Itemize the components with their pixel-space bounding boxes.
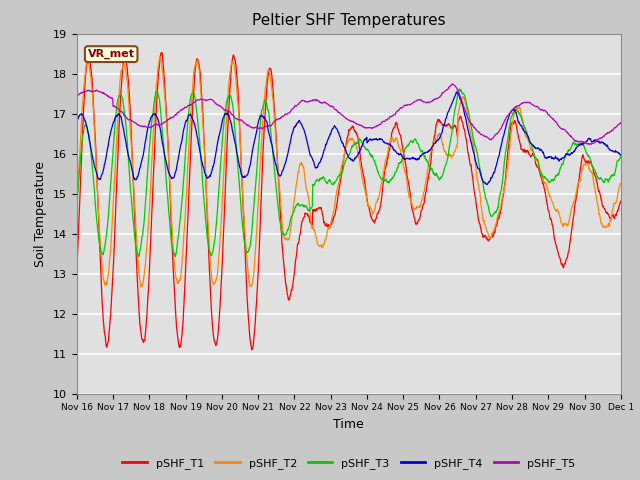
Line: pSHF_T2: pSHF_T2 bbox=[77, 57, 621, 287]
pSHF_T4 bbox=[115, 111, 123, 117]
Line: pSHF_T5: pSHF_T5 bbox=[77, 84, 621, 144]
pSHF_T3 bbox=[172, 253, 179, 259]
pSHF_T5 bbox=[448, 81, 456, 87]
Legend: pSHF_T1, pSHF_T2, pSHF_T3, pSHF_T4, pSHF_T5: pSHF_T1, pSHF_T2, pSHF_T3, pSHF_T4, pSHF… bbox=[118, 453, 580, 473]
pSHF_T1 bbox=[248, 347, 255, 353]
pSHF_T5 bbox=[325, 102, 333, 108]
pSHF_T5 bbox=[315, 98, 323, 104]
Line: pSHF_T1: pSHF_T1 bbox=[77, 53, 621, 350]
pSHF_T5 bbox=[383, 117, 390, 123]
Text: VR_met: VR_met bbox=[88, 49, 134, 59]
pSHF_T3 bbox=[617, 153, 625, 159]
pSHF_T3 bbox=[383, 178, 390, 183]
pSHF_T1 bbox=[316, 205, 323, 211]
pSHF_T3 bbox=[304, 207, 312, 213]
pSHF_T1 bbox=[73, 268, 81, 274]
pSHF_T3 bbox=[325, 178, 333, 183]
pSHF_T1 bbox=[137, 330, 145, 336]
pSHF_T1 bbox=[326, 223, 333, 229]
pSHF_T2 bbox=[156, 54, 164, 60]
pSHF_T5 bbox=[137, 123, 145, 129]
pSHF_T3 bbox=[115, 95, 123, 100]
pSHF_T3 bbox=[316, 177, 323, 183]
pSHF_T3 bbox=[73, 207, 81, 213]
pSHF_T2 bbox=[73, 202, 81, 208]
Line: pSHF_T3: pSHF_T3 bbox=[77, 89, 621, 256]
pSHF_T5 bbox=[115, 107, 123, 112]
pSHF_T5 bbox=[617, 120, 625, 126]
pSHF_T3 bbox=[456, 86, 463, 92]
pSHF_T3 bbox=[137, 242, 145, 248]
pSHF_T4 bbox=[315, 160, 323, 166]
pSHF_T1 bbox=[157, 50, 165, 56]
pSHF_T1 bbox=[305, 213, 312, 218]
X-axis label: Time: Time bbox=[333, 418, 364, 431]
pSHF_T4 bbox=[483, 181, 491, 187]
pSHF_T2 bbox=[617, 180, 625, 186]
Line: pSHF_T4: pSHF_T4 bbox=[77, 92, 621, 184]
pSHF_T2 bbox=[115, 94, 123, 100]
pSHF_T4 bbox=[73, 119, 81, 124]
pSHF_T4 bbox=[325, 134, 333, 140]
pSHF_T1 bbox=[617, 198, 625, 204]
pSHF_T4 bbox=[304, 142, 312, 147]
pSHF_T2 bbox=[326, 226, 333, 232]
pSHF_T5 bbox=[304, 99, 312, 105]
pSHF_T2 bbox=[305, 194, 312, 200]
pSHF_T1 bbox=[383, 157, 391, 163]
Y-axis label: Soil Temperature: Soil Temperature bbox=[35, 161, 47, 266]
pSHF_T1 bbox=[115, 129, 123, 135]
pSHF_T2 bbox=[138, 284, 145, 289]
pSHF_T2 bbox=[316, 243, 323, 249]
pSHF_T4 bbox=[452, 89, 460, 95]
pSHF_T4 bbox=[617, 152, 625, 158]
pSHF_T2 bbox=[137, 284, 145, 290]
pSHF_T5 bbox=[586, 142, 593, 147]
pSHF_T4 bbox=[383, 140, 390, 146]
pSHF_T4 bbox=[137, 161, 145, 167]
pSHF_T2 bbox=[383, 152, 391, 158]
Title: Peltier SHF Temperatures: Peltier SHF Temperatures bbox=[252, 13, 445, 28]
pSHF_T5 bbox=[73, 92, 81, 98]
